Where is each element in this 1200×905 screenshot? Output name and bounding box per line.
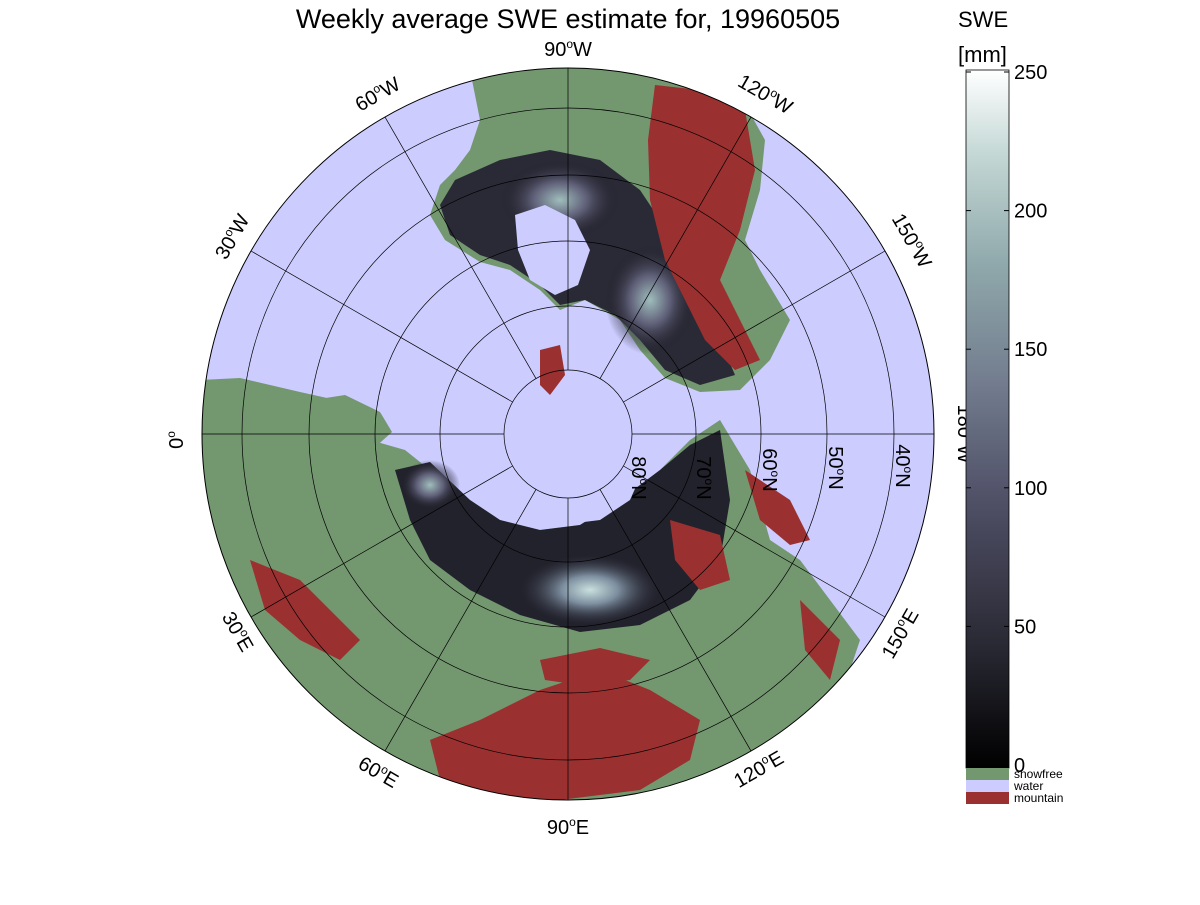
meridian-line [599, 489, 752, 752]
colorbar-tick-label: 100 [1014, 478, 1047, 500]
polar-map [201, 67, 935, 801]
category-swatch-water [966, 780, 1009, 792]
colorbar-gradient [965, 69, 1010, 769]
lat-label-70n: 70oN [692, 456, 716, 499]
figure-title: Weekly average SWE estimate for, 1996050… [296, 4, 840, 34]
siberia-swe-peak [520, 555, 660, 625]
lon-label-30w: 30oW [210, 210, 255, 264]
meridian-line [250, 465, 513, 618]
kamchatka-mountains [800, 600, 840, 680]
greenland-southeast-mountain [540, 345, 565, 395]
meridian-line [384, 116, 537, 379]
category-swatch-mountain [966, 792, 1009, 804]
lat-label-50n: 50oN [824, 446, 848, 489]
central-asian-mountains [540, 648, 650, 685]
meridian-line [250, 250, 513, 403]
colorbar-tick-label: 200 [1014, 201, 1047, 223]
meridian-line [599, 116, 752, 379]
colorbar-tick-label: 250 [1014, 62, 1047, 84]
rocky-mountains [648, 85, 760, 370]
mountain-regions [250, 85, 840, 800]
lon-label-0: 0o [164, 431, 188, 449]
land-layers [202, 68, 860, 800]
category-label-mountain: mountain [1014, 791, 1063, 805]
lon-label-120w: 120oW [734, 69, 797, 119]
lat-label-40n: 40oN [891, 444, 915, 487]
scandinavia-swe-peak [400, 460, 460, 510]
lon-label-90e: 90oE [547, 815, 589, 839]
latitude-labels: 80oN 70oN 60oN 50oN 40oN [627, 444, 915, 499]
lon-label-60w: 60oW [351, 72, 405, 117]
meridian-line [384, 489, 537, 752]
category-label-water: water [1013, 779, 1043, 793]
greenland-land [300, 395, 392, 450]
lat-label-60n: 60oN [758, 448, 782, 491]
lon-label-90w: 90oW [544, 37, 592, 61]
category-swatch-snowfree [966, 768, 1009, 780]
colorbar: SWE [mm] 0 50 100 150 200 250 snowfreewatermo… [958, 7, 1063, 805]
graticule [202, 68, 934, 800]
map-boundary [201, 67, 935, 801]
himalaya-tibet [430, 670, 700, 800]
alps-caucasus [250, 560, 360, 660]
east-siberian-mountains [670, 520, 730, 590]
category-label-snowfree: snowfree [1014, 767, 1063, 781]
lon-label-150w: 150oW [887, 209, 937, 272]
colorbar-ticks: 0 50 100 150 200 250 [966, 62, 1047, 777]
alaska-range [745, 470, 810, 545]
colorbar-label-swe: SWE [958, 7, 1008, 32]
meridian-line [623, 250, 886, 403]
meridian-line [623, 465, 886, 618]
colorbar-tick-label: 50 [1014, 616, 1036, 638]
lat-label-80n: 80oN [627, 456, 651, 499]
colorbar-label-unit: [mm] [958, 42, 1007, 67]
meridian-lines [202, 68, 934, 800]
hudson-bay [515, 205, 590, 295]
colorbar-tick-label: 0 [1014, 755, 1025, 777]
colorbar-tick-label: 150 [1014, 339, 1047, 361]
